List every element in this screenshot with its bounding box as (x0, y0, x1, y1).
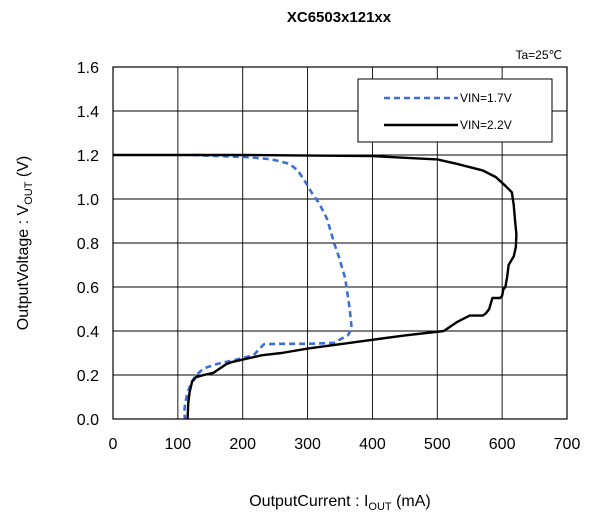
y-tick-label: 0.2 (77, 368, 99, 385)
x-tick-labels: 0 100 200 300 400 500 600 700 (109, 436, 581, 453)
y-axis-title-prefix: OutputVoltage : V (15, 204, 32, 330)
series-line-vin-2-2v (113, 153, 518, 420)
y-tick-label: 1.0 (77, 192, 99, 209)
y-tick-label: 0.0 (77, 412, 99, 429)
temperature-note: Ta=25℃ (515, 48, 562, 62)
y-axis-title-subscript: OUT (23, 181, 35, 205)
y-tick-label: 0.8 (77, 236, 99, 253)
series-line-vin-1-7v (183, 153, 354, 420)
y-axis-title-suffix: (V) (15, 156, 32, 182)
x-tick-label: 0 (109, 436, 118, 453)
x-tick-label: 500 (424, 436, 451, 453)
x-axis-title-prefix: OutputCurrent : I (249, 493, 368, 510)
legend-box (357, 78, 553, 143)
x-tick-label: 300 (294, 436, 321, 453)
y-tick-label: 1.6 (77, 60, 99, 77)
x-tick-label: 400 (359, 436, 386, 453)
x-tick-label: 200 (229, 436, 256, 453)
x-axis-title: OutputCurrent : IOUT (mA) (249, 493, 431, 513)
x-tick-label: 700 (554, 436, 581, 453)
y-tick-labels: 0.0 0.2 0.4 0.6 0.8 1.0 1.2 1.4 1.6 (77, 60, 99, 429)
x-axis-title-subscript: OUT (368, 501, 392, 513)
x-axis-title-suffix: (mA) (392, 493, 431, 510)
plot-frame (112, 66, 568, 420)
x-tick-label: 100 (165, 436, 192, 453)
y-tick-label: 0.6 (77, 280, 99, 297)
y-tick-label: 1.2 (77, 148, 99, 165)
legend-label-vin-2-2v: VIN=2.2V (460, 118, 512, 132)
legend: VIN=1.7V VIN=2.2V (357, 78, 553, 143)
legend-label-vin-1-7v: VIN=1.7V (460, 91, 512, 105)
y-tick-label: 0.4 (77, 324, 99, 341)
chart-title: XC6503x121xx (287, 9, 392, 26)
series-layer (113, 153, 518, 420)
y-tick-label: 1.4 (77, 104, 99, 121)
x-tick-label: 600 (489, 436, 516, 453)
y-axis-title: OutputVoltage : VOUT (V) (15, 156, 35, 330)
